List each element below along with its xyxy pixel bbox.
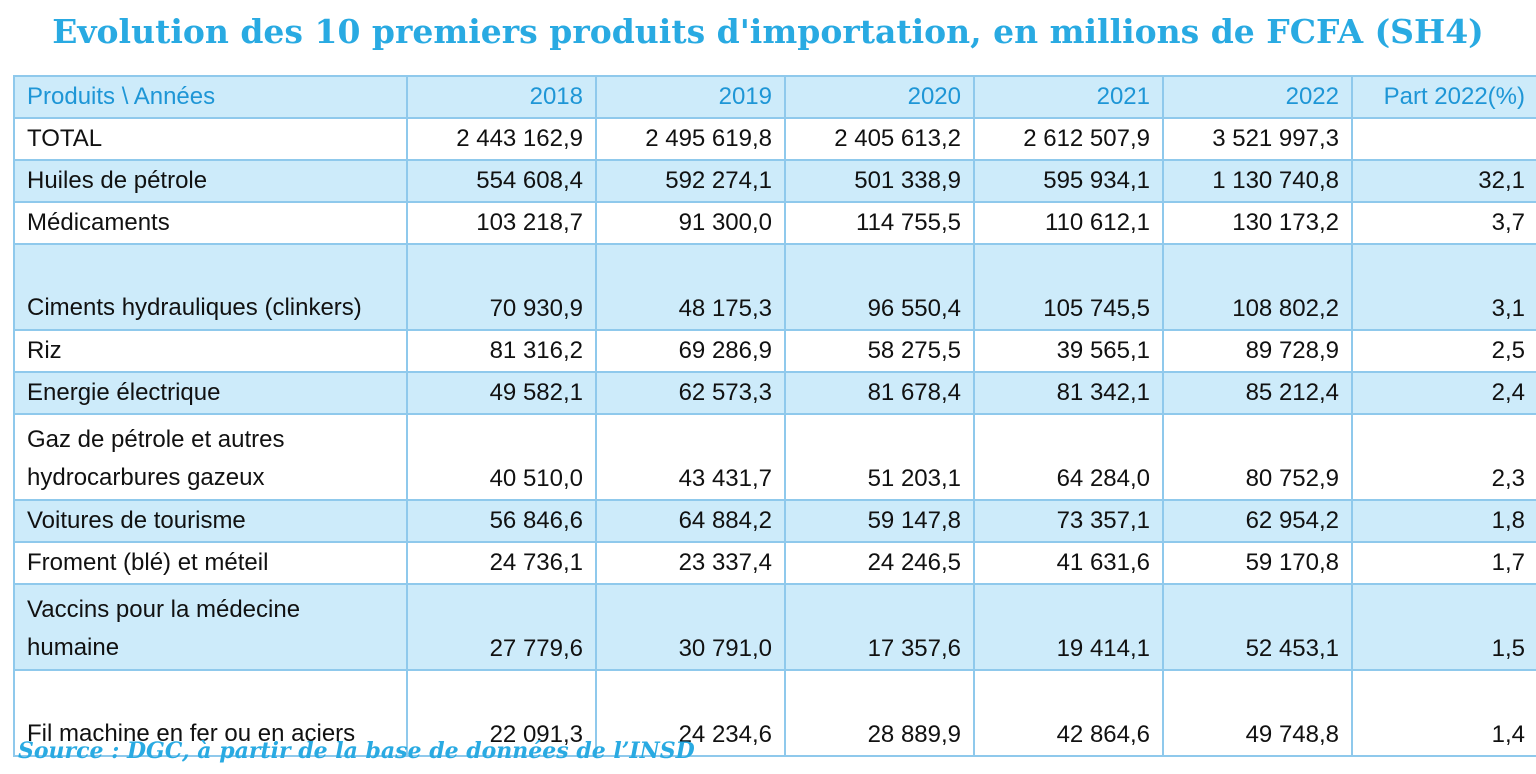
value-2020: 501 338,9 xyxy=(784,159,975,203)
value-share-2022: 3,7 xyxy=(1351,201,1536,245)
value-2020: 58 275,5 xyxy=(784,329,975,373)
table-row: Energie électrique 49 582,1 62 573,3 81 … xyxy=(13,371,1536,415)
value-2021: 42 864,6 xyxy=(973,669,1164,757)
value-2021: 105 745,5 xyxy=(973,243,1164,331)
table-row-total: TOTAL 2 443 162,9 2 495 619,8 2 405 613,… xyxy=(13,117,1536,161)
value-share-2022: 3,1 xyxy=(1351,243,1536,331)
value-2020: 24 246,5 xyxy=(784,541,975,585)
value-2022: 1 130 740,8 xyxy=(1162,159,1353,203)
value-2022: 49 748,8 xyxy=(1162,669,1353,757)
table-row: Ciments hydrauliques (clinkers) 70 930,9… xyxy=(13,243,1536,331)
value-2020: 28 889,9 xyxy=(784,669,975,757)
table-row: Froment (blé) et méteil 24 736,1 23 337,… xyxy=(13,541,1536,585)
product-name: Riz xyxy=(13,329,408,373)
value-2021: 81 342,1 xyxy=(973,371,1164,415)
value-2021: 41 631,6 xyxy=(973,541,1164,585)
value-2022: 85 212,4 xyxy=(1162,371,1353,415)
value-2019: 48 175,3 xyxy=(595,243,786,331)
value-share-2022: 2,3 xyxy=(1351,413,1536,501)
header-share-2022: Part 2022(%) xyxy=(1351,75,1536,119)
header-2018: 2018 xyxy=(406,75,597,119)
imports-table: Produits \ Années 2018 2019 2020 2021 20… xyxy=(13,75,1536,757)
value-2018: 22 091,3 xyxy=(406,669,597,757)
value-2019: 24 234,6 xyxy=(595,669,786,757)
value-share-2022: 32,1 xyxy=(1351,159,1536,203)
source-note: Source : DGC, à partir de la base de don… xyxy=(18,738,695,764)
value-2020: 17 357,6 xyxy=(784,583,975,671)
value-2018: 70 930,9 xyxy=(406,243,597,331)
value-2019: 62 573,3 xyxy=(595,371,786,415)
value-2021: 64 284,0 xyxy=(973,413,1164,501)
value-2022: 80 752,9 xyxy=(1162,413,1353,501)
value-2022: 62 954,2 xyxy=(1162,499,1353,543)
value-2020: 96 550,4 xyxy=(784,243,975,331)
product-name: Gaz de pétrole et autres hydrocarbures g… xyxy=(13,413,408,501)
value-2022: 108 802,2 xyxy=(1162,243,1353,331)
value-2022: 3 521 997,3 xyxy=(1162,117,1353,161)
value-share-2022: 1,8 xyxy=(1351,499,1536,543)
value-2021: 110 612,1 xyxy=(973,201,1164,245)
value-2018: 40 510,0 xyxy=(406,413,597,501)
value-share-2022 xyxy=(1351,117,1536,161)
header-2022: 2022 xyxy=(1162,75,1353,119)
table-row: Fil machine en fer ou en aciers 22 091,3… xyxy=(13,669,1536,757)
value-2021: 39 565,1 xyxy=(973,329,1164,373)
value-2021: 19 414,1 xyxy=(973,583,1164,671)
table-header-row: Produits \ Années 2018 2019 2020 2021 20… xyxy=(13,75,1536,119)
value-2019: 592 274,1 xyxy=(595,159,786,203)
value-2018: 24 736,1 xyxy=(406,541,597,585)
table-row: Riz 81 316,2 69 286,9 58 275,5 39 565,1 … xyxy=(13,329,1536,373)
table-row: Huiles de pétrole 554 608,4 592 274,1 50… xyxy=(13,159,1536,203)
value-2020: 114 755,5 xyxy=(784,201,975,245)
value-share-2022: 2,4 xyxy=(1351,371,1536,415)
table-row: Vaccins pour la médecine humaine 27 779,… xyxy=(13,583,1536,671)
product-name: Energie électrique xyxy=(13,371,408,415)
value-2019: 91 300,0 xyxy=(595,201,786,245)
product-name: TOTAL xyxy=(13,117,408,161)
value-2018: 2 443 162,9 xyxy=(406,117,597,161)
value-share-2022: 2,5 xyxy=(1351,329,1536,373)
product-name: Fil machine en fer ou en aciers xyxy=(13,669,408,757)
value-2019: 69 286,9 xyxy=(595,329,786,373)
value-2022: 59 170,8 xyxy=(1162,541,1353,585)
table-row: Gaz de pétrole et autres hydrocarbures g… xyxy=(13,413,1536,501)
value-2022: 130 173,2 xyxy=(1162,201,1353,245)
value-share-2022: 1,4 xyxy=(1351,669,1536,757)
product-name: Froment (blé) et méteil xyxy=(13,541,408,585)
product-name: Voitures de tourisme xyxy=(13,499,408,543)
value-2020: 51 203,1 xyxy=(784,413,975,501)
value-2022: 52 453,1 xyxy=(1162,583,1353,671)
page-title: Evolution des 10 premiers produits d'imp… xyxy=(52,12,1484,51)
value-2019: 43 431,7 xyxy=(595,413,786,501)
value-2021: 2 612 507,9 xyxy=(973,117,1164,161)
value-share-2022: 1,5 xyxy=(1351,583,1536,671)
value-2018: 56 846,6 xyxy=(406,499,597,543)
value-2021: 595 934,1 xyxy=(973,159,1164,203)
value-2019: 30 791,0 xyxy=(595,583,786,671)
product-name: Ciments hydrauliques (clinkers) xyxy=(13,243,408,331)
value-2021: 73 357,1 xyxy=(973,499,1164,543)
value-2018: 49 582,1 xyxy=(406,371,597,415)
value-2018: 27 779,6 xyxy=(406,583,597,671)
value-2018: 103 218,7 xyxy=(406,201,597,245)
header-2020: 2020 xyxy=(784,75,975,119)
value-2022: 89 728,9 xyxy=(1162,329,1353,373)
header-2019: 2019 xyxy=(595,75,786,119)
value-2018: 554 608,4 xyxy=(406,159,597,203)
value-2018: 81 316,2 xyxy=(406,329,597,373)
product-name: Huiles de pétrole xyxy=(13,159,408,203)
value-2019: 23 337,4 xyxy=(595,541,786,585)
value-2019: 2 495 619,8 xyxy=(595,117,786,161)
value-2019: 64 884,2 xyxy=(595,499,786,543)
value-2020: 2 405 613,2 xyxy=(784,117,975,161)
table-row: Médicaments 103 218,7 91 300,0 114 755,5… xyxy=(13,201,1536,245)
product-name: Médicaments xyxy=(13,201,408,245)
header-products: Produits \ Années xyxy=(13,75,408,119)
table-row: Voitures de tourisme 56 846,6 64 884,2 5… xyxy=(13,499,1536,543)
product-name: Vaccins pour la médecine humaine xyxy=(13,583,408,671)
value-2020: 81 678,4 xyxy=(784,371,975,415)
header-2021: 2021 xyxy=(973,75,1164,119)
value-2020: 59 147,8 xyxy=(784,499,975,543)
value-share-2022: 1,7 xyxy=(1351,541,1536,585)
